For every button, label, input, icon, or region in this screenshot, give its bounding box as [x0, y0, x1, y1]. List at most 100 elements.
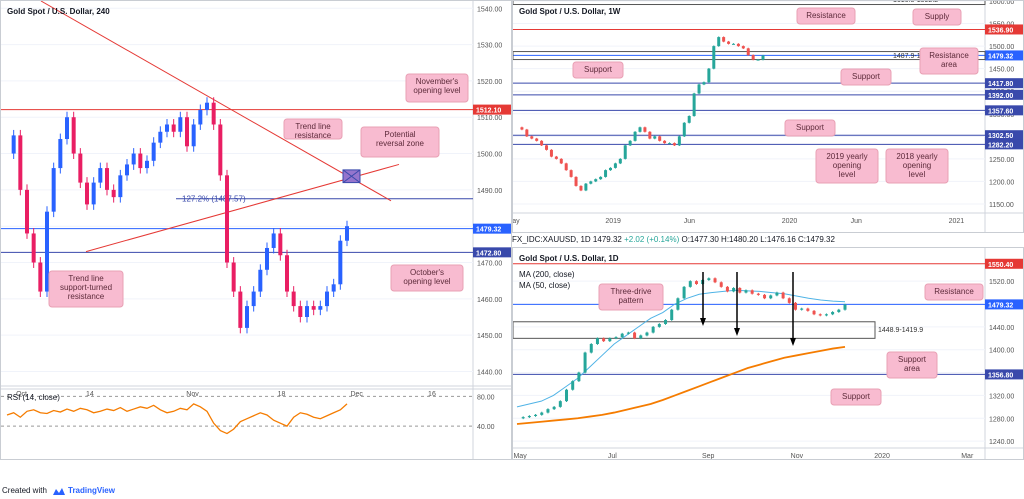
y-tick-label: 1320.00 — [989, 393, 1014, 400]
candle-body — [744, 290, 748, 293]
candle-body — [599, 176, 603, 180]
candle-body — [793, 302, 797, 310]
callout-d-three-drive-text: pattern — [619, 296, 644, 305]
candle-body — [534, 414, 538, 416]
callout-w-2019-text: 2019 yearly — [826, 152, 867, 161]
y-tick-label: 1540.00 — [477, 6, 502, 13]
price-label-bg — [985, 24, 1023, 35]
candle-body — [732, 288, 736, 292]
rsi-line — [6, 403, 348, 435]
daily-symbol: FX_IDC:XAUUSD, 1D — [512, 235, 591, 244]
price-label-bg — [473, 104, 511, 115]
price-label: 1472.80 — [476, 250, 501, 257]
callout-w-support-2-text: Support — [852, 72, 881, 81]
daily-chart-panel[interactable]: 1240.001280.001320.001360.001400.001440.… — [512, 247, 1024, 460]
candle-body — [623, 145, 627, 159]
candle-body — [763, 294, 767, 299]
callout-trend-support-text: Trend line — [68, 274, 104, 283]
y-tick-label: 1240.00 — [989, 439, 1014, 446]
candle-body — [25, 189, 29, 234]
x-tick-label: Nov — [791, 453, 804, 460]
candle-body — [639, 335, 643, 339]
footer-brand[interactable]: TradingView — [68, 486, 115, 495]
x-tick-label: 2020 — [874, 453, 890, 460]
candle-body — [540, 412, 544, 415]
rsi-tick-label: 40.00 — [477, 424, 495, 431]
h4-title-text: Gold Spot / U.S. Dollar, 240 — [7, 7, 110, 16]
callout-reversal-zone-text: reversal zone — [376, 139, 425, 148]
price-label-bg — [985, 139, 1023, 150]
candle-body — [11, 135, 16, 154]
candle-body — [657, 324, 661, 327]
candle-body — [712, 46, 716, 69]
candle-body — [527, 416, 531, 418]
price-label-bg — [985, 89, 1023, 100]
candle-body — [31, 233, 36, 263]
candle-body — [824, 314, 828, 316]
candle-body — [614, 337, 618, 339]
daily-symbol-header: FX_IDC:XAUUSD, 1D 1479.32 +2.02 (+0.14%)… — [512, 235, 1024, 247]
h4-chart-panel[interactable]: 1440.00 1450.00 1460.00 1470.00 14 80.00 1490.… — [0, 0, 512, 460]
candle-body — [717, 37, 721, 47]
price-label-bg — [985, 130, 1023, 141]
price-label: 1479.32 — [988, 53, 1013, 60]
candle-body — [583, 352, 587, 373]
callout-w-2018-text: level — [909, 170, 926, 179]
candle-body — [618, 158, 622, 164]
candle-body — [595, 338, 599, 344]
y-tick-label: 1450.00 — [477, 333, 502, 340]
candle-body — [746, 48, 750, 56]
callout-w-2019-text: opening — [833, 161, 861, 170]
candle-body — [278, 233, 283, 256]
ma200-line — [516, 345, 846, 425]
candle-body — [812, 310, 816, 315]
callout-d-support-box — [830, 388, 882, 406]
y-tick-label: 1600.00 — [989, 1, 1014, 6]
callout-d-support-text: Support — [842, 392, 871, 401]
candle-body — [589, 344, 593, 353]
callout-w-support-2-box — [840, 68, 892, 86]
candle-body — [756, 59, 760, 61]
candle-body — [687, 116, 691, 123]
weekly-title-text: Gold Spot / U.S. Dollar, 1W — [519, 7, 621, 16]
candle-body — [750, 290, 754, 294]
candle-body — [305, 306, 309, 317]
candle-body — [345, 226, 349, 241]
candle-body — [633, 332, 637, 339]
candle-body — [251, 291, 256, 307]
price-label: 1536.90 — [988, 27, 1013, 34]
y-tick-label: 1450.00 — [989, 67, 1014, 74]
price-label: 1479.32 — [988, 302, 1013, 309]
h4-chart-title: Gold Spot / U.S. Dollar, 240 — [7, 7, 110, 16]
support-area-zone — [513, 321, 876, 339]
callout-trend-support-text: resistance — [68, 292, 105, 301]
callout-w-support-1-box — [572, 61, 624, 79]
candle-body — [65, 117, 69, 140]
candle-body — [694, 281, 698, 284]
candle-body — [651, 326, 655, 333]
candle-body — [525, 129, 529, 137]
daily-last: 1479.32 — [592, 235, 622, 244]
candle-body — [818, 314, 822, 316]
callout-trend-resistance-text: resistance — [295, 131, 332, 140]
candle-body — [78, 153, 83, 183]
price-label-bg — [985, 258, 1023, 269]
candle-body — [564, 163, 568, 171]
candle-body — [608, 338, 612, 342]
candle-body — [559, 158, 563, 164]
weekly-chart-panel[interactable]: 1150.001200.001250.001300.001350.001400.… — [512, 0, 1024, 233]
y-tick-label: 1150.00 — [989, 202, 1014, 209]
candle-body — [713, 278, 717, 283]
candle-body — [111, 189, 116, 198]
candle-body — [727, 41, 731, 44]
callout-trend-support-box — [48, 270, 124, 308]
candle-body — [663, 140, 667, 144]
x-tick-label: Sep — [702, 453, 715, 460]
candle-body — [98, 168, 103, 183]
candle-body — [574, 176, 578, 186]
candle-body — [530, 136, 534, 139]
y-tick-label: 1280.00 — [989, 416, 1014, 423]
callout-reversal-zone-text: Potential — [384, 130, 415, 139]
candle-body — [731, 43, 735, 45]
x-tick-label: 16 — [428, 391, 436, 398]
